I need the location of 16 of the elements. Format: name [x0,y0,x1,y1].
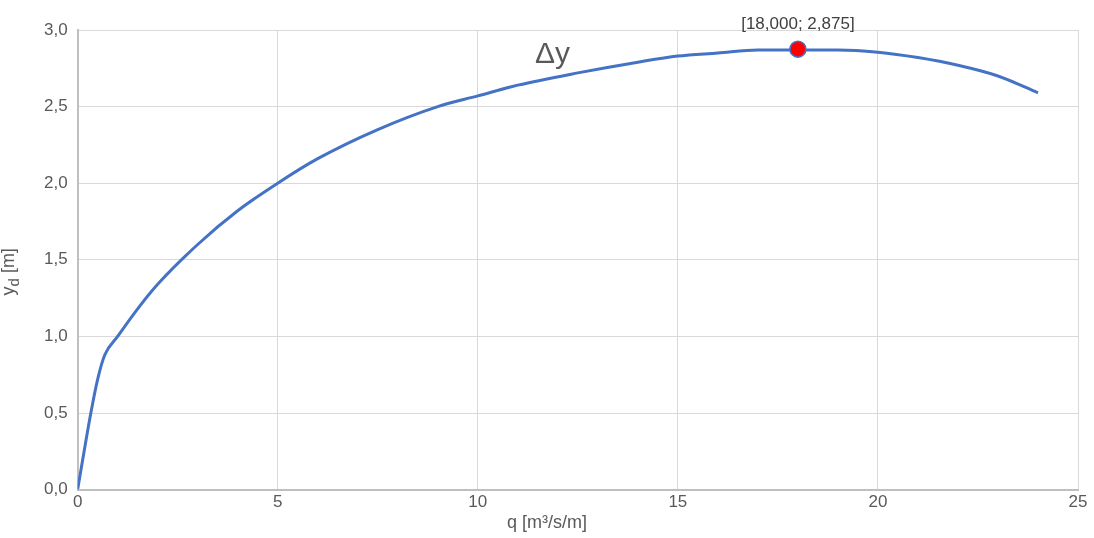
x-tick-label: 0 [72,492,83,512]
y-tick-label: 2,5 [43,96,68,116]
y-tick-label: 0,0 [43,479,68,499]
x-tick-label: 10 [468,492,488,512]
x-tick-label: 25 [1068,492,1088,512]
x-tick-label: 5 [272,492,283,512]
y-tick-label: 0,5 [43,402,68,422]
x-tick-label: 20 [868,492,888,512]
y-tick-label: 1,0 [43,326,68,346]
annotation: [18,000; 2,875] [741,14,855,34]
x-axis-title: q [m³/s/m] [506,512,588,533]
y-tick-label: 1,5 [43,249,68,269]
annotation: Δy [535,36,571,70]
y-tick-label: 2,0 [43,172,68,192]
x-tick-label: 15 [668,492,688,512]
y-tick-label: 3,0 [43,19,68,39]
